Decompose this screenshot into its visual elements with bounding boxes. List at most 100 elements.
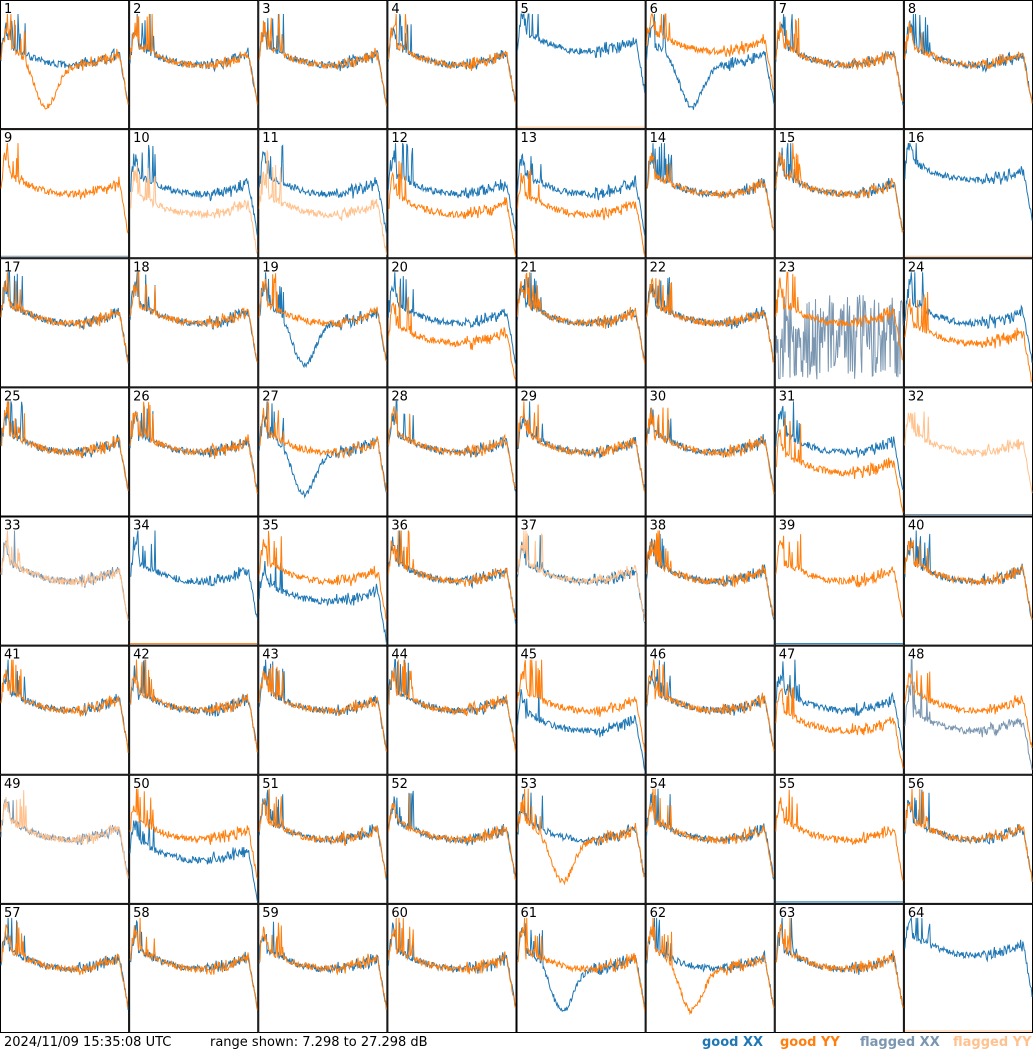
panel-label: 10 xyxy=(133,131,150,146)
panel-8: 8 xyxy=(903,0,1033,130)
series-xx xyxy=(517,923,646,1013)
footer-bar: 2024/11/09 15:35:08 UTC range shown: 7.2… xyxy=(0,1033,1033,1053)
series-yy xyxy=(517,659,646,753)
panel-62: 62 xyxy=(645,903,775,1033)
panel-label: 8 xyxy=(908,2,916,17)
panel-27: 27 xyxy=(258,387,388,517)
panel-64: 64 xyxy=(903,903,1033,1033)
panel-2: 2 xyxy=(129,0,259,130)
panel-label: 31 xyxy=(779,389,796,404)
panel-56: 56 xyxy=(903,774,1033,904)
panel-35: 35 xyxy=(258,516,388,646)
panel-39: 39 xyxy=(774,516,904,646)
panel-57: 57 xyxy=(0,903,130,1033)
panel-36: 36 xyxy=(387,516,517,646)
panel-label: 20 xyxy=(391,260,408,275)
series-yy xyxy=(387,406,516,490)
panel-50: 50 xyxy=(129,774,259,904)
series-yy xyxy=(775,534,904,618)
panel-label: 52 xyxy=(391,777,408,792)
panel-32: 32 xyxy=(903,387,1033,517)
series-yy xyxy=(775,271,904,361)
series-xx xyxy=(517,792,646,876)
panel-16: 16 xyxy=(903,129,1033,259)
panel-13: 13 xyxy=(516,129,646,259)
panel-3: 3 xyxy=(258,0,388,130)
panel-label: 26 xyxy=(133,389,150,404)
series-yy xyxy=(129,788,258,879)
series-yy xyxy=(646,659,775,751)
panel-frame xyxy=(129,516,259,646)
series-yy xyxy=(387,530,516,620)
panel-frame xyxy=(516,0,646,130)
panel-label: 7 xyxy=(779,2,787,17)
series-xx xyxy=(129,659,258,752)
series-yy xyxy=(904,411,1033,494)
series-yy xyxy=(258,150,387,255)
panel-label: 22 xyxy=(650,260,667,275)
panel-label: 47 xyxy=(779,648,796,663)
series-yy xyxy=(129,13,258,105)
legend-flagged-yy: flagged YY xyxy=(953,1035,1032,1050)
panel-label: 23 xyxy=(779,260,796,275)
series-xx xyxy=(129,819,258,901)
series-yy xyxy=(517,168,646,256)
panel-6: 6 xyxy=(645,0,775,130)
panel-38: 38 xyxy=(645,516,775,646)
panel-label: 53 xyxy=(521,777,538,792)
panel-label: 14 xyxy=(650,131,667,146)
panel-4: 4 xyxy=(387,0,517,130)
panel-label: 49 xyxy=(4,777,21,792)
series-xx xyxy=(129,530,258,618)
panel-43: 43 xyxy=(258,645,388,775)
panel-12: 12 xyxy=(387,129,517,259)
panel-label: 37 xyxy=(521,519,538,534)
panel-40: 40 xyxy=(903,516,1033,646)
panel-label: 54 xyxy=(650,777,667,792)
series-yy xyxy=(775,917,904,1008)
panel-label: 4 xyxy=(391,2,399,17)
panel-26: 26 xyxy=(129,387,259,517)
panel-label: 61 xyxy=(521,906,538,921)
series-xx xyxy=(775,294,904,380)
panel-label: 42 xyxy=(133,648,150,663)
series-yy xyxy=(775,789,904,881)
panel-54: 54 xyxy=(645,774,775,904)
panel-42: 42 xyxy=(129,645,259,775)
panel-51: 51 xyxy=(258,774,388,904)
panel-20: 20 xyxy=(387,258,517,388)
series-yy xyxy=(517,272,646,364)
panel-label: 58 xyxy=(133,906,150,921)
panel-label: 29 xyxy=(521,389,538,404)
panel-label: 32 xyxy=(908,389,925,404)
series-yy xyxy=(517,788,645,886)
series-yy xyxy=(904,670,1033,748)
panel-frame xyxy=(903,516,1033,646)
panel-label: 21 xyxy=(521,260,538,275)
series-xx xyxy=(129,144,258,236)
series-xx xyxy=(775,659,904,751)
panel-41: 41 xyxy=(0,645,130,775)
panel-label: 1 xyxy=(4,2,12,17)
panel-33: 33 xyxy=(0,516,130,646)
panel-frame xyxy=(645,903,775,1033)
series-yy xyxy=(129,917,258,1010)
panel-31: 31 xyxy=(774,387,904,517)
series-yy xyxy=(646,530,775,618)
panel-7: 7 xyxy=(774,0,904,130)
series-xx xyxy=(904,916,1033,997)
series-xx xyxy=(646,13,775,110)
panel-1: 1 xyxy=(0,0,130,130)
series-yy xyxy=(646,788,774,877)
panel-9: 9 xyxy=(0,129,130,259)
legend-good-yy: good YY xyxy=(780,1035,840,1050)
panel-label: 46 xyxy=(650,648,667,663)
series-xx xyxy=(775,401,904,491)
series-yy xyxy=(258,664,387,752)
series-yy xyxy=(0,272,129,363)
panel-label: 6 xyxy=(650,2,658,17)
panel-11: 11 xyxy=(258,129,388,259)
panel-63: 63 xyxy=(774,903,904,1033)
panel-label: 60 xyxy=(391,906,408,921)
series-yy xyxy=(904,540,1033,620)
